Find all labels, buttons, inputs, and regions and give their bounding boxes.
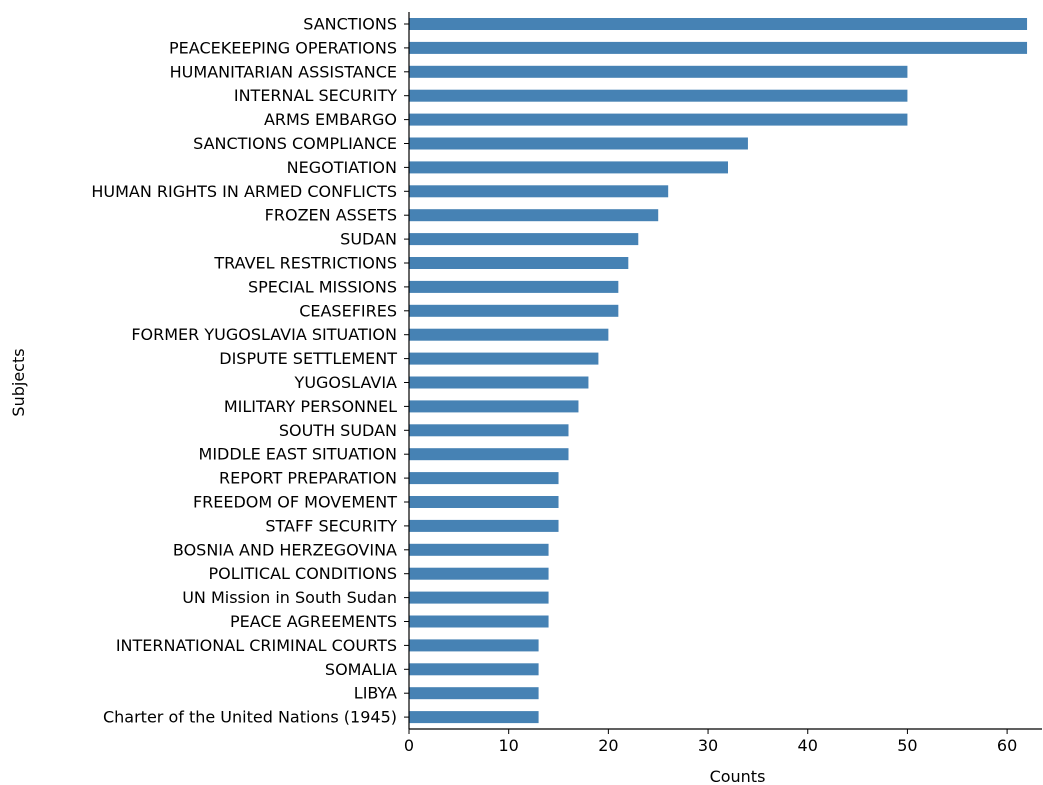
y-tick-label: LIBYA (354, 684, 397, 703)
y-tick-label: MIDDLE EAST SITUATION (199, 445, 397, 464)
y-axis-title: Subjects (9, 348, 28, 416)
x-axis-ticks: 0 10 20 30 40 50 60 (404, 729, 1017, 755)
x-tick-label: 10 (499, 736, 519, 755)
bar (409, 639, 539, 652)
bar (409, 41, 1028, 54)
x-tick-label: 0 (404, 736, 414, 755)
bar (409, 185, 669, 198)
y-axis-ticks: SANCTIONS PEACEKEEPING OPERATIONS HUMANITA… (91, 15, 409, 727)
y-tick-label: FROZEN ASSETS (265, 206, 397, 225)
y-tick-label: SUDAN (340, 230, 397, 249)
x-tick-label: 50 (897, 736, 917, 755)
y-tick-label: DISPUTE SETTLEMENT (219, 349, 397, 368)
x-tick-label: 30 (698, 736, 718, 755)
bar (409, 543, 549, 556)
y-tick-label: SPECIAL MISSIONS (248, 277, 397, 296)
x-tick-label: 40 (798, 736, 818, 755)
bar (409, 18, 1028, 30)
bar (409, 233, 639, 246)
y-tick-label: MILITARY PERSONNEL (224, 397, 397, 416)
y-tick-label: PEACEKEEPING OPERATIONS (169, 38, 397, 57)
bar (409, 687, 539, 700)
y-tick-label: REPORT PREPARATION (219, 469, 397, 488)
bar (409, 352, 599, 365)
y-tick-label: SOUTH SUDAN (279, 421, 397, 440)
bar (409, 161, 728, 174)
bar (409, 304, 619, 317)
bar (409, 424, 569, 437)
bars-group (409, 18, 1028, 724)
y-tick-label: SANCTIONS COMPLIANCE (193, 134, 397, 153)
y-tick-label: POLITICAL CONDITIONS (209, 564, 397, 583)
bar (409, 567, 549, 580)
bar (409, 448, 569, 461)
bar (409, 376, 589, 389)
bar (409, 328, 609, 341)
bar (409, 209, 659, 222)
bar (409, 663, 539, 676)
y-tick-label: FORMER YUGOSLAVIA SITUATION (131, 325, 397, 344)
y-tick-label: INTERNAL SECURITY (234, 86, 397, 105)
bar (409, 711, 539, 724)
x-tick-label: 20 (598, 736, 618, 755)
y-tick-label: BOSNIA AND HERZEGOVINA (173, 540, 397, 559)
bar (409, 496, 559, 508)
y-tick-label: CEASEFIRES (299, 301, 397, 320)
y-tick-label: HUMAN RIGHTS IN ARMED CONFLICTS (91, 182, 397, 201)
bar (409, 257, 629, 269)
bar (409, 472, 559, 485)
bar (409, 137, 748, 150)
x-tick-label: 60 (997, 736, 1017, 755)
y-tick-label: HUMANITARIAN ASSISTANCE (170, 62, 397, 81)
y-tick-label: UN Mission in South Sudan (182, 588, 397, 607)
bar (409, 400, 579, 413)
y-tick-label: TRAVEL RESTRICTIONS (213, 254, 397, 273)
y-tick-label: STAFF SECURITY (265, 516, 397, 535)
bar (409, 65, 908, 78)
bar (409, 591, 549, 604)
y-tick-label: YUGOSLAVIA (294, 373, 398, 392)
y-tick-label: Charter of the United Nations (1945) (103, 708, 397, 727)
y-tick-label: SOMALIA (325, 660, 397, 679)
y-tick-label: FREEDOM OF MOVEMENT (193, 493, 397, 512)
bar (409, 89, 908, 102)
y-tick-label: INTERNATIONAL CRIMINAL COURTS (116, 636, 397, 655)
bar (409, 280, 619, 293)
bar (409, 113, 908, 126)
y-tick-label: PEACE AGREEMENTS (230, 612, 397, 631)
x-axis-title: Counts (710, 767, 766, 785)
y-tick-label: SANCTIONS (303, 15, 397, 34)
bar (409, 615, 549, 628)
y-tick-label: NEGOTIATION (287, 158, 397, 177)
y-tick-label: ARMS EMBARGO (264, 110, 397, 129)
bar (409, 519, 559, 532)
